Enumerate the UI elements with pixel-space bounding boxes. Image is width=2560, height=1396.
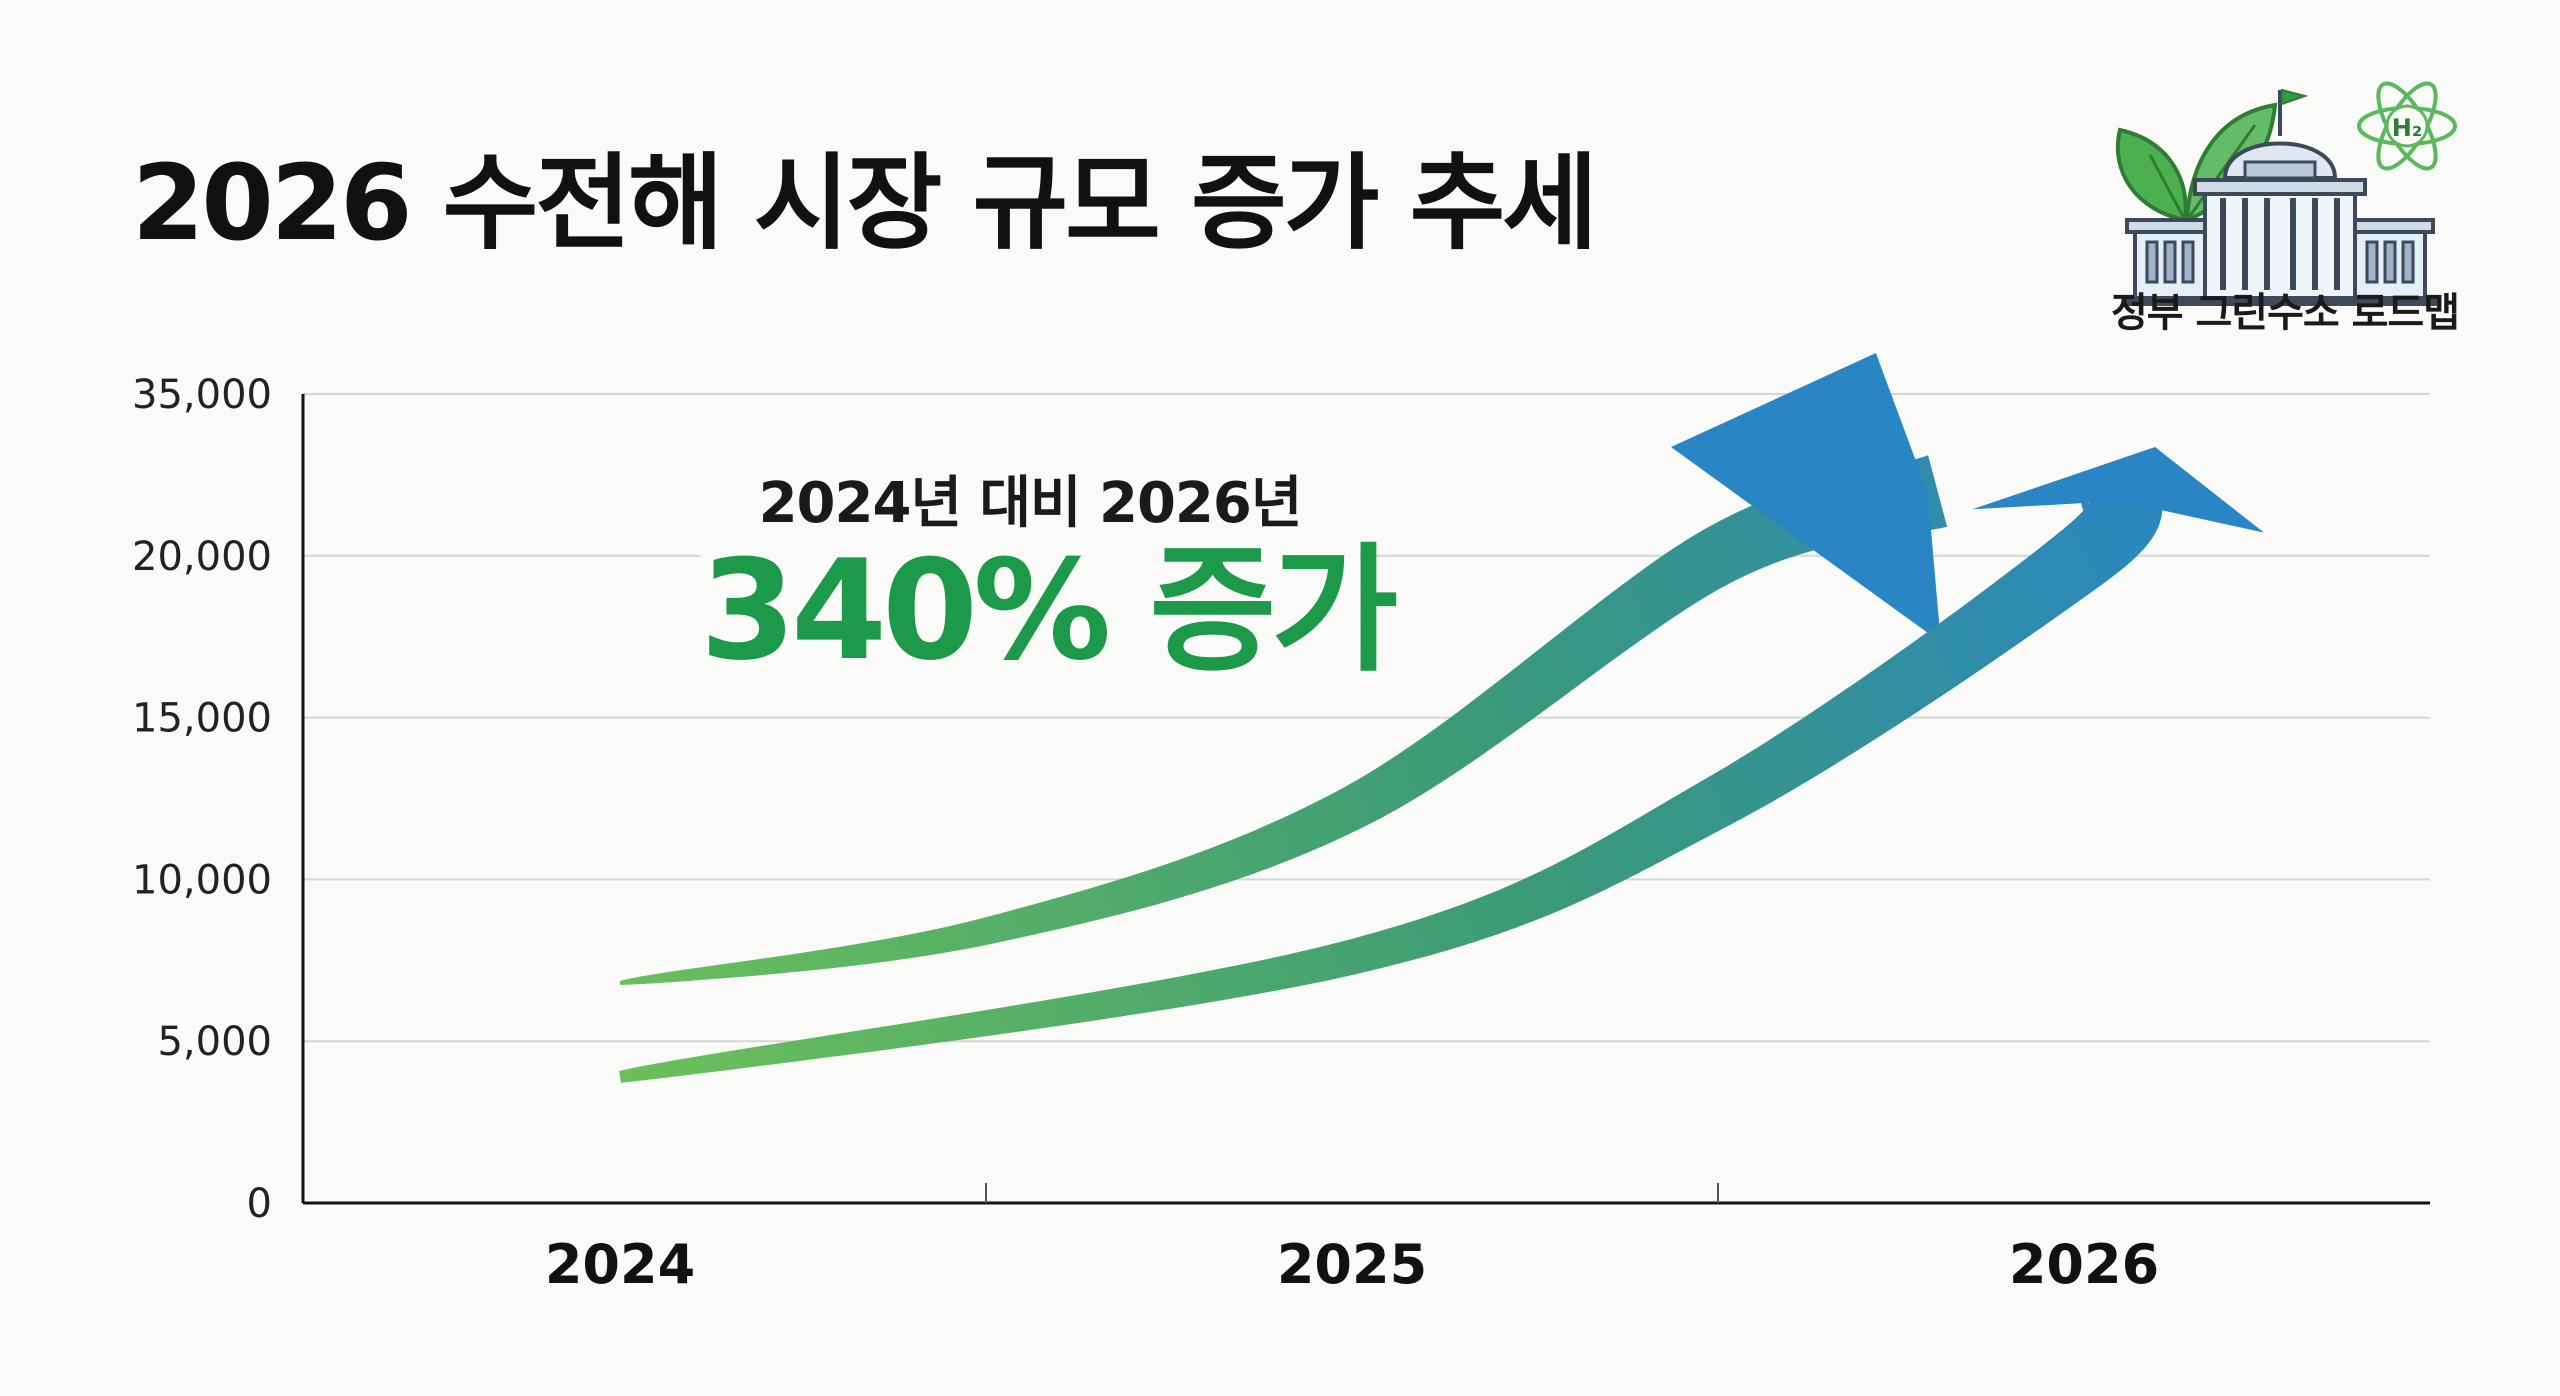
trend-arrow-body-2	[619, 476, 2163, 1083]
y-tick-label: 0	[247, 1181, 272, 1227]
x-tick-label: 2025	[1277, 1233, 1427, 1296]
h2-label: H₂	[2392, 114, 2423, 142]
y-tick-label: 5,000	[157, 1019, 272, 1065]
callout-headline: 340% 증가	[700, 530, 1398, 691]
y-tick-label: 35,000	[132, 372, 272, 418]
grid-lines	[303, 393, 2430, 1043]
logo-caption: 정부 그린수소 로드맵	[2110, 290, 2460, 336]
y-tick-label: 15,000	[132, 696, 272, 742]
x-tick-label: 2026	[2009, 1233, 2159, 1296]
y-axis-tick-labels: 0 5,000 10,000 15,000 20,000 35,000	[132, 372, 272, 1227]
chart-title: 2026 수전해 시장 규모 증가 추세	[132, 142, 1598, 264]
green-hydrogen-roadmap-logo: H₂	[2115, 81, 2457, 306]
trend-arrow-head-2	[1972, 447, 2264, 533]
trend-arrow-head-1	[1671, 353, 1941, 643]
growth-callout: 2024년 대비 2026년 340% 증가	[700, 458, 1398, 691]
x-axis-tick-labels: 2024 2025 2026	[545, 1233, 2159, 1296]
y-tick-label: 10,000	[132, 857, 272, 903]
y-tick-label: 20,000	[132, 534, 272, 580]
hydrogen-atom-icon: H₂	[2357, 81, 2457, 171]
callout-subtitle: 2024년 대비 2026년	[758, 471, 1303, 536]
x-tick-label: 2024	[545, 1233, 695, 1296]
axes	[301, 394, 2430, 1205]
trend-arrows	[619, 353, 2264, 1083]
government-building-icon	[2123, 88, 2437, 306]
